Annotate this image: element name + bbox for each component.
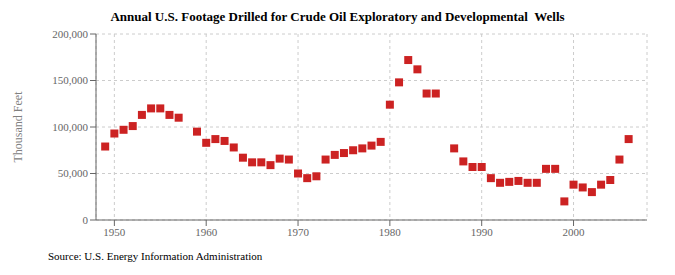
svg-text:1970: 1970 xyxy=(287,226,310,238)
svg-text:2000: 2000 xyxy=(563,226,586,238)
html-text:Annual U.S. Footage Drilled fo: Annual U.S. Footage Drilled for Crude Oi… xyxy=(110,9,565,24)
svg-text:150,000: 150,000 xyxy=(52,74,88,86)
svg-text:50,000: 50,000 xyxy=(58,167,89,179)
svg-text:0: 0 xyxy=(83,214,89,226)
svg-text:200,000: 200,000 xyxy=(52,28,88,40)
html-text:Source: U.S. Energy Informatio: Source: U.S. Energy Information Administ… xyxy=(48,250,263,262)
svg-text:1950: 1950 xyxy=(103,226,126,238)
svg-text:1980: 1980 xyxy=(379,226,402,238)
svg-text:100,000: 100,000 xyxy=(52,121,88,133)
svg-text:1960: 1960 xyxy=(195,226,218,238)
svg-text:1990: 1990 xyxy=(471,226,494,238)
svg-text:Thousand Feet: Thousand Feet xyxy=(11,91,25,163)
